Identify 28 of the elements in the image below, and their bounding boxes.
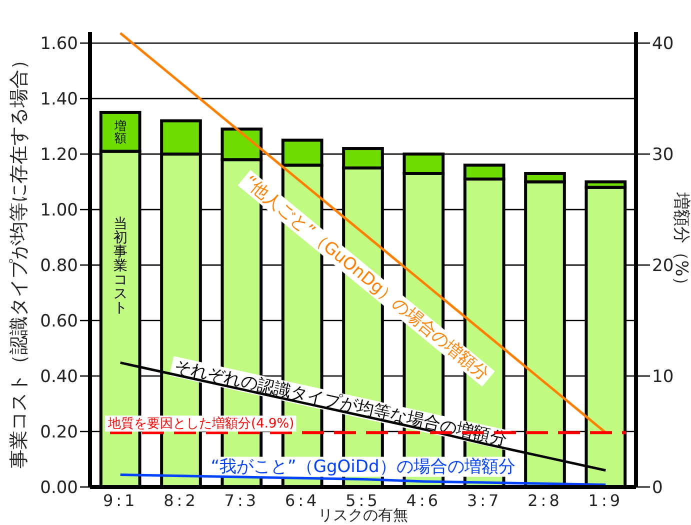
y-axis-title: 事業コスト（認識タイプが均等に存在する場合）: [8, 50, 30, 468]
series-label: “我がこと”（GgOiDd）の場合の増額分: [210, 456, 516, 477]
y2-tick-label: 30: [652, 145, 674, 166]
x-tick-label: 9:1: [102, 491, 138, 510]
y-tick-label: 1.60: [40, 34, 78, 54]
x-tick-label: 7:3: [224, 491, 260, 510]
series-label: 当初事業コスト: [113, 216, 128, 316]
x-tick-label: 1:9: [588, 491, 624, 510]
x-tick-label: 4:6: [406, 491, 442, 510]
x-tick-label: 3:7: [466, 491, 502, 510]
x-tick-label: 2:8: [528, 491, 562, 510]
x-tick-label: 6:4: [284, 491, 320, 510]
x-tick-label: 8:2: [164, 491, 198, 510]
y2-tick-label: 20: [652, 256, 674, 276]
ref-line-label: 地質を要因とした増額分(4.9%): [107, 416, 294, 432]
y-tick-label: 0.80: [40, 256, 78, 276]
y-tick-label: 0.40: [40, 367, 78, 388]
y-tick-label: 1.00: [40, 200, 78, 221]
y2-axis-title: 増額分（%）: [671, 191, 691, 294]
y-tick-label: 0.60: [40, 312, 78, 332]
y-tick-label: 0.00: [40, 478, 78, 498]
y-tick-label: 1.20: [40, 145, 78, 166]
y2-tick-label: 10: [652, 367, 674, 388]
y2-tick-label: 0: [652, 478, 663, 498]
y2-tick-label: 40: [652, 34, 674, 54]
series-label: 増額: [113, 119, 126, 146]
y-tick-label: 1.40: [40, 90, 78, 110]
y-tick-label: 0.20: [40, 422, 78, 443]
